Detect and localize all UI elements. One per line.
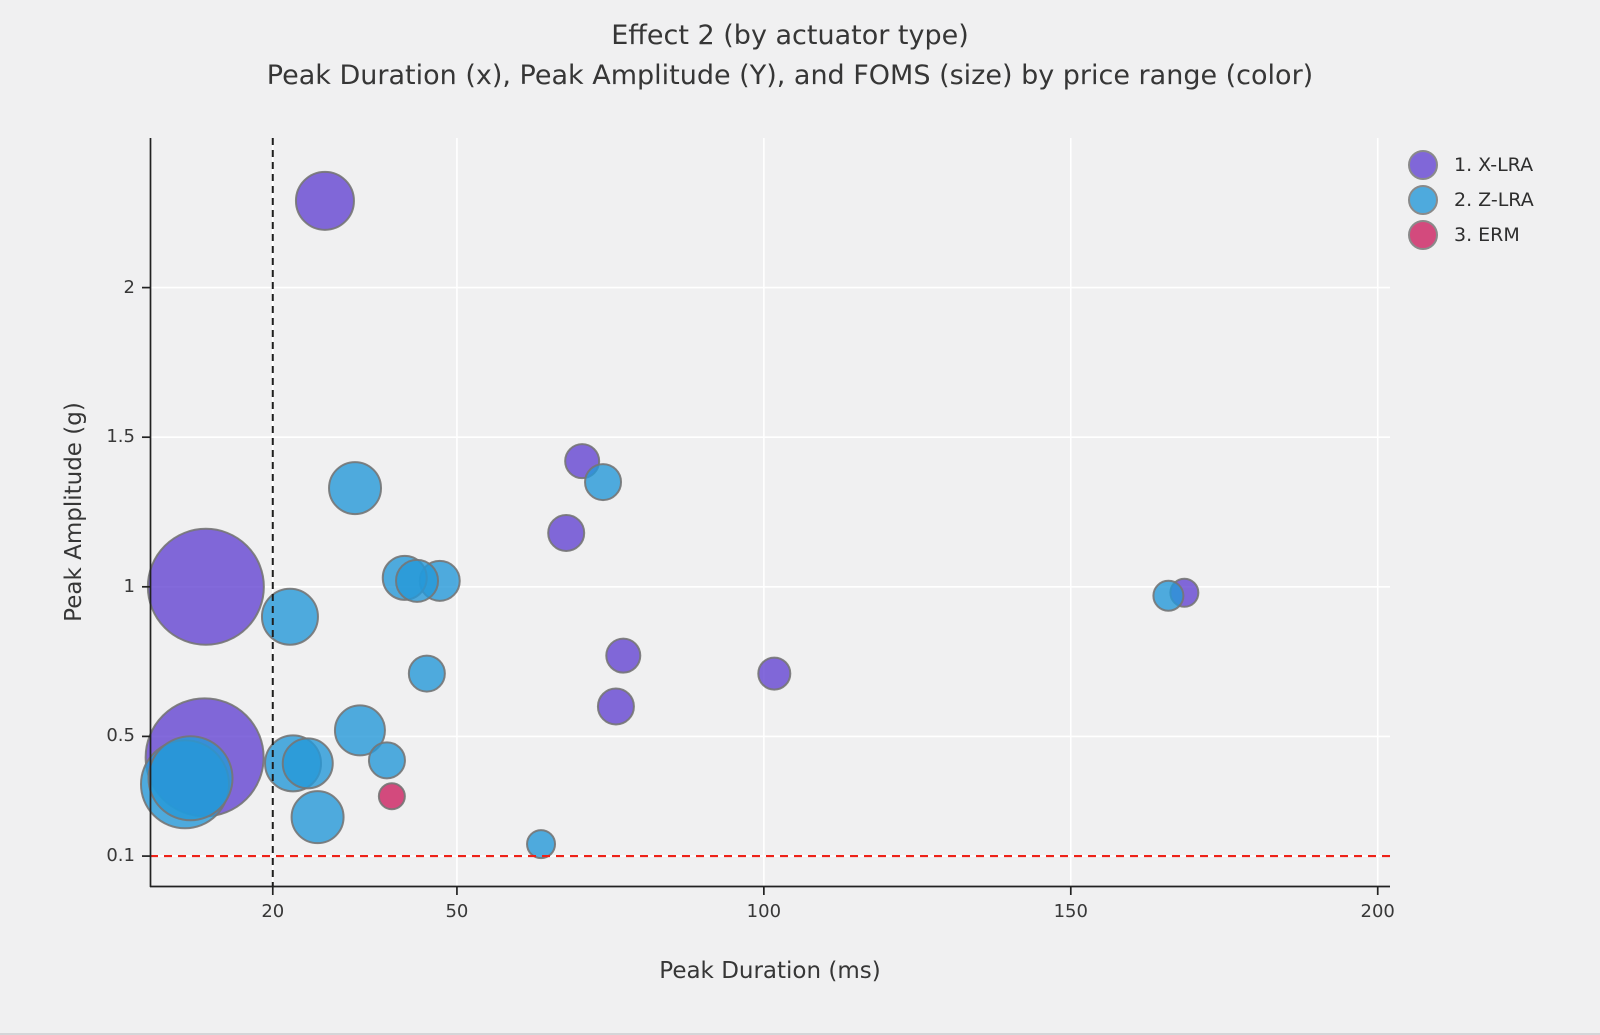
y-tick-label: 0.5 [106,725,135,747]
y-tick-label: 1.5 [106,426,135,448]
bubble-z-lra [281,737,334,790]
bubble-z-lra [260,587,319,646]
bubble-z-lra [367,741,406,780]
y-tick-label: 1 [123,575,135,597]
bubble-x-lra [757,656,792,691]
legend-label: 2. Z-LRA [1454,188,1534,211]
legend-swatch-icon [1408,149,1438,180]
x-tick-label: 20 [261,901,285,922]
x-tick-label: 100 [746,901,782,922]
bubble-z-lra [526,829,557,860]
bubble-z-lra [1152,579,1185,612]
bubble-z-lra [290,790,345,845]
bubble-z-lra [328,461,383,516]
legend-swatch-icon [1408,184,1438,215]
bubble-erm [377,782,406,811]
bubble-z-lra [584,463,623,502]
legend-item-x-lra: 1. X-LRA [1408,147,1534,182]
bubble-z-lra [147,735,234,822]
x-tick-label: 50 [445,901,469,922]
legend-item-z-lra: 2. Z-LRA [1408,182,1534,217]
bubble-z-lra [407,654,446,693]
bubble-x-lra [547,513,586,552]
bubble-x-lra [596,687,635,726]
bubble-z-lra [395,558,440,603]
bubble-x-lra [294,170,355,231]
bubble-x-lra [605,637,642,674]
window-bottom-edge [0,1033,1600,1035]
legend-label: 1. X-LRA [1454,153,1534,176]
x-tick-label: 200 [1360,901,1395,922]
legend-item-erm: 3. ERM [1408,217,1534,252]
x-tick-label: 150 [1053,901,1088,922]
chart-title: Effect 2 (by actuator type) [611,20,969,51]
bubble-z-lra [333,704,386,757]
bubble-x-lra [146,527,265,646]
y-tick-label: 0.1 [106,845,135,867]
y-tick-label: 2 [123,276,135,298]
chart-subtitle: Peak Duration (x), Peak Amplitude (Y), a… [266,60,1314,91]
legend-label: 3. ERM [1454,223,1520,246]
legend-swatch-icon [1408,219,1438,250]
x-axis-label: Peak Duration (ms) [659,958,881,984]
legend: 1. X-LRA 2. Z-LRA 3. ERM [1408,147,1534,252]
